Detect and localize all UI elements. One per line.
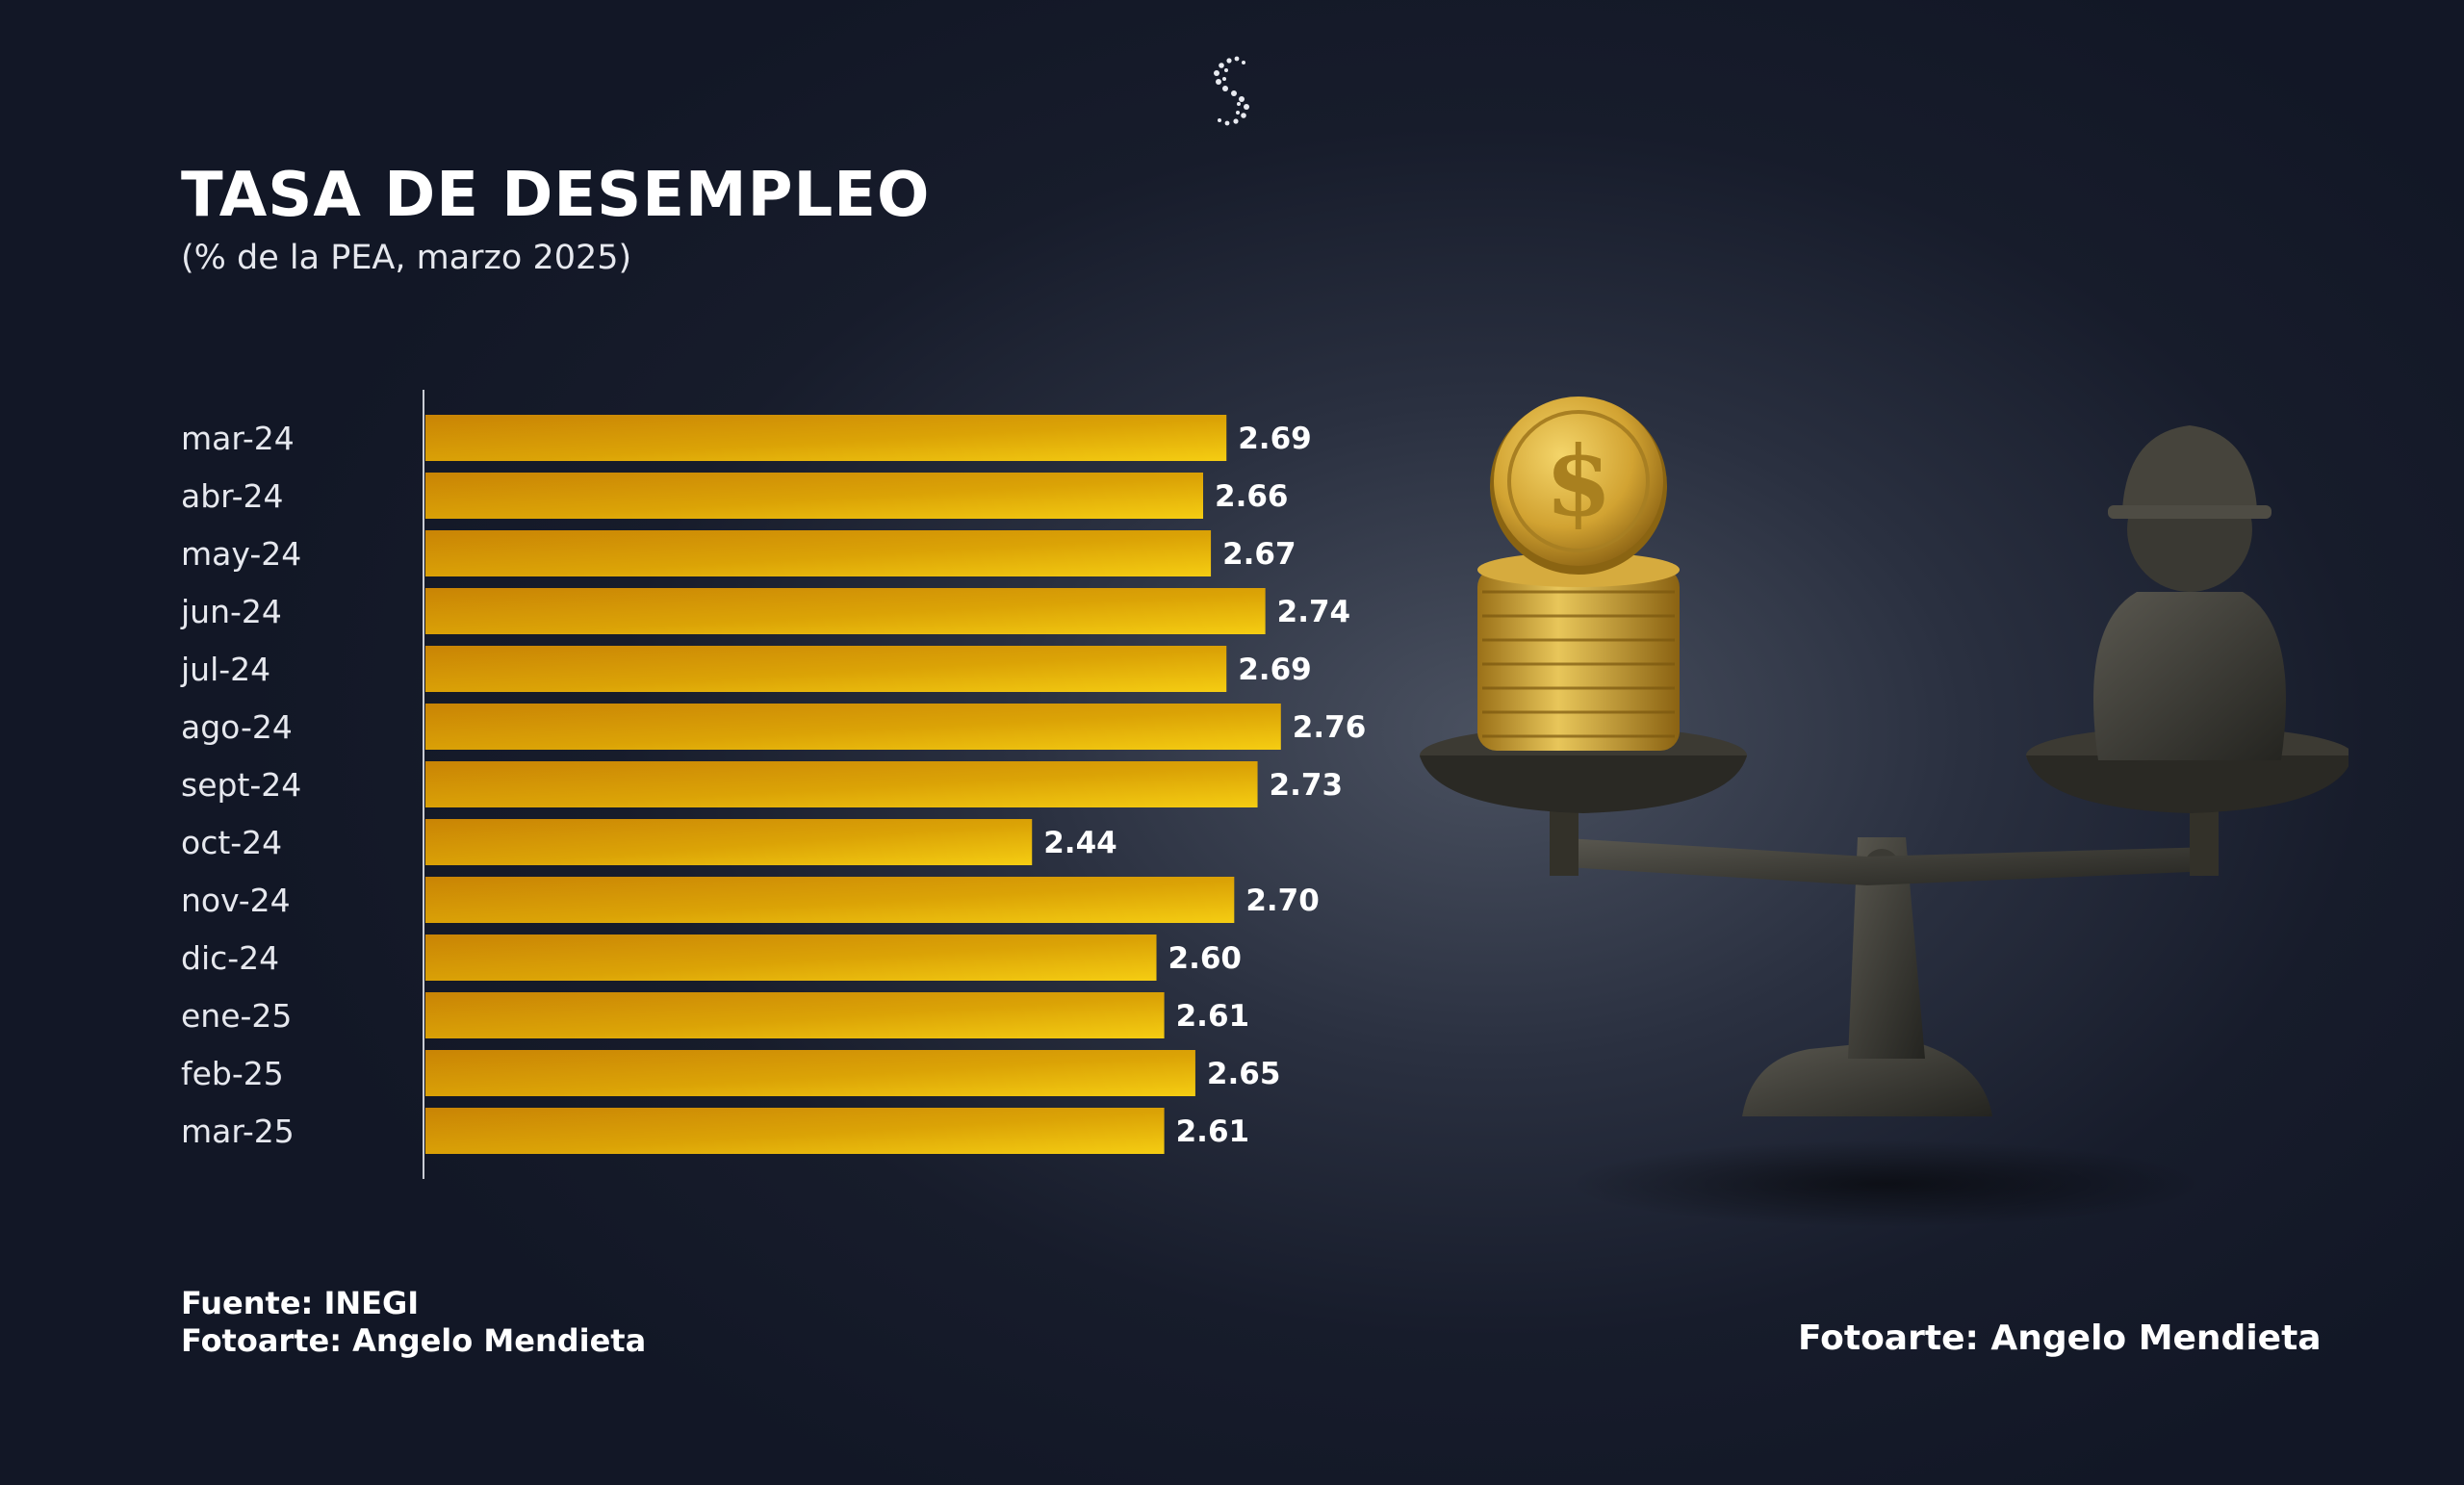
category-label: nov-24 <box>181 882 291 919</box>
value-label: 2.74 <box>1277 595 1351 629</box>
category-label: sept-24 <box>181 766 301 804</box>
value-label: 2.66 <box>1215 479 1289 514</box>
category-label: mar-25 <box>181 1113 295 1150</box>
chart-subtitle: (% de la PEA, marzo 2025) <box>181 239 632 277</box>
category-label: oct-24 <box>181 824 282 861</box>
chart-title: TASA DE DESEMPLEO <box>181 160 931 231</box>
value-label: 2.44 <box>1043 826 1117 860</box>
coin-stack <box>1477 552 1680 751</box>
value-label: 2.67 <box>1222 537 1296 572</box>
bar <box>425 415 1227 461</box>
source-text: Fuente: INEGI <box>181 1285 420 1321</box>
bar <box>425 819 1033 865</box>
value-label: 2.60 <box>1168 941 1243 976</box>
credit-text-right: Fotoarte: Angelo Mendieta <box>1798 1319 2322 1358</box>
bar <box>425 473 1203 519</box>
category-label: jun-24 <box>180 593 282 630</box>
category-label: ene-25 <box>181 997 292 1035</box>
balance-scale-illustration: $ <box>1420 397 2348 1227</box>
value-label: 2.65 <box>1207 1057 1281 1091</box>
unemployment-bar-chart: mar-24 2.69 abr-24 2.66 may-24 2.67 jun-24 2.74… <box>180 390 1367 1179</box>
bar <box>425 646 1227 692</box>
value-label: 2.73 <box>1270 768 1344 803</box>
left-pan-arm <box>1550 808 1578 876</box>
value-label: 2.76 <box>1293 710 1367 745</box>
footer-left: Fuente: INEGI Fotoarte: Angelo Mendieta <box>181 1285 646 1360</box>
bar <box>425 877 1235 923</box>
scale-shadow <box>1569 1140 2204 1227</box>
bar <box>425 530 1212 576</box>
value-label: 2.69 <box>1238 422 1312 456</box>
scale-pillar <box>1848 837 1925 1059</box>
category-label: may-24 <box>181 535 301 573</box>
dollar-coin-icon: $ <box>1490 397 1667 575</box>
bar <box>425 588 1266 634</box>
value-label: 2.61 <box>1176 999 1250 1034</box>
left-pan-bowl <box>1420 755 1747 813</box>
coin-symbol: $ <box>1545 424 1612 538</box>
category-label: ago-24 <box>181 708 293 746</box>
bar <box>425 992 1165 1038</box>
bar <box>425 761 1258 807</box>
bar <box>425 935 1157 981</box>
bar <box>425 1108 1165 1154</box>
scale-base <box>1742 1039 1992 1116</box>
worker-figure-icon <box>2093 425 2286 760</box>
bar <box>425 704 1281 750</box>
category-label: abr-24 <box>181 477 284 515</box>
brand-logo-icon <box>1214 56 1249 126</box>
value-label: 2.70 <box>1245 883 1320 918</box>
category-label: jul-24 <box>180 651 270 688</box>
bar <box>425 1050 1195 1096</box>
value-label: 2.61 <box>1176 1114 1250 1149</box>
category-label: feb-25 <box>181 1055 284 1092</box>
right-pan-bowl <box>2026 755 2348 813</box>
credit-text-left: Fotoarte: Angelo Mendieta <box>181 1322 647 1359</box>
scale-beam <box>1550 837 2214 885</box>
category-label: mar-24 <box>181 420 295 457</box>
category-label: dic-24 <box>181 939 279 977</box>
value-label: 2.69 <box>1238 653 1312 687</box>
